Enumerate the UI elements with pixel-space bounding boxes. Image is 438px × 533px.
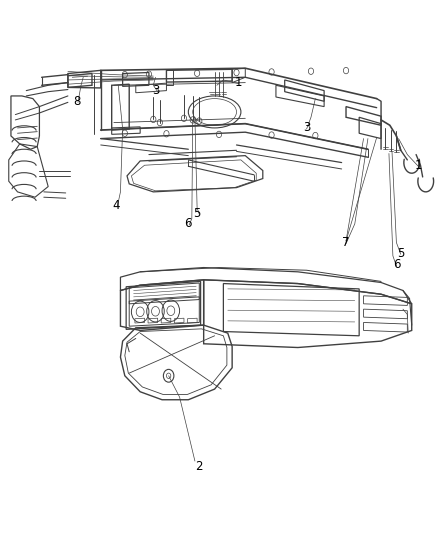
Text: 1: 1 [235,76,243,89]
Text: 1: 1 [414,159,422,172]
Text: 7: 7 [342,236,350,249]
Text: 5: 5 [397,247,404,260]
Text: 3: 3 [152,84,159,97]
Text: 8: 8 [73,95,80,108]
Text: 6: 6 [184,217,192,230]
Text: 6: 6 [392,259,400,271]
Text: 2: 2 [195,460,203,473]
Text: 4: 4 [112,199,120,212]
Text: 5: 5 [194,207,201,220]
Text: 3: 3 [303,122,310,134]
